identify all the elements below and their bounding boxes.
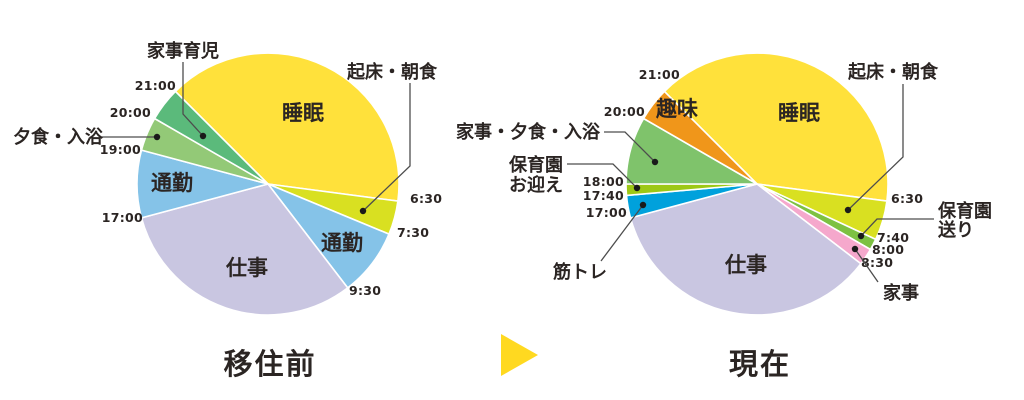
slice-label-work: 仕事 xyxy=(225,256,268,280)
time-tick-1700: 17:00 xyxy=(102,210,143,225)
leader-line-nursery-dropoff xyxy=(860,218,934,237)
leader-dot-nursery-dropoff xyxy=(857,232,865,240)
leader-dot-housework xyxy=(851,245,859,253)
callout-label-nursery-dropoff: 保育園送り xyxy=(937,200,992,241)
callout-label-housework-childcare: 家事育児 xyxy=(147,40,219,62)
time-tick-1800: 18:00 xyxy=(583,174,624,189)
transition-arrow-icon xyxy=(501,334,538,376)
time-tick-2100: 21:00 xyxy=(639,67,680,82)
pie-slice-hobby xyxy=(642,90,758,185)
time-tick-830: 8:30 xyxy=(861,255,893,270)
time-tick-630: 6:30 xyxy=(410,191,442,206)
time-tick-740: 7:40 xyxy=(877,230,909,245)
pie-slice-work xyxy=(629,183,862,316)
chart-title-now: 現在 xyxy=(728,347,791,381)
slice-label-commute-morning: 通勤 xyxy=(321,231,363,255)
leader-line-housework xyxy=(854,248,879,283)
time-tick-1700: 17:00 xyxy=(586,205,627,220)
leader-dot-chores-dinner-bath xyxy=(651,158,659,166)
callout-label-dinner-bath: 夕食・入浴 xyxy=(13,126,104,148)
time-tick-2000: 20:00 xyxy=(110,105,151,120)
callout-label-nursery-pickup: 保育園お迎え xyxy=(508,154,563,196)
slice-label-commute-evening: 通勤 xyxy=(151,171,193,195)
time-tick-630: 6:30 xyxy=(891,191,923,206)
leader-dot-muscle-training xyxy=(639,201,647,209)
time-tick-730: 7:30 xyxy=(397,225,429,240)
leader-line-nursery-pickup xyxy=(567,163,638,189)
chart-title-before: 移住前 xyxy=(223,347,317,381)
callout-label-chores-dinner-bath: 家事・夕食・入浴 xyxy=(456,121,601,143)
daily-schedule-now: 睡眠仕事趣味21:0020:0018:0017:4017:006:307:408… xyxy=(456,52,992,316)
leader-dot-wake-breakfast xyxy=(359,207,367,215)
slice-label-hobby: 趣味 xyxy=(655,97,698,121)
slice-label-work: 仕事 xyxy=(724,253,767,277)
time-tick-2100: 21:00 xyxy=(135,78,176,93)
leader-line-wake-breakfast xyxy=(847,84,904,211)
leader-line-chores-dinner-bath xyxy=(604,131,656,163)
pie-slice-sleep xyxy=(174,52,400,202)
leader-line-wake-breakfast xyxy=(362,83,411,212)
slice-label-sleep: 睡眠 xyxy=(778,101,820,125)
time-tick-1740: 17:40 xyxy=(583,188,624,203)
leader-dot-nursery-pickup xyxy=(633,184,641,192)
slice-label-sleep: 睡眠 xyxy=(282,101,324,125)
callout-label-muscle-training: 筋トレ xyxy=(553,261,607,283)
leader-line-muscle-training xyxy=(600,204,644,262)
time-tick-930: 9:30 xyxy=(349,283,381,298)
leader-dot-housework-childcare xyxy=(199,132,207,140)
leader-dot-dinner-bath xyxy=(153,133,161,141)
time-tick-1900: 19:00 xyxy=(100,142,141,157)
callout-label-wake-breakfast: 起床・朝食 xyxy=(346,61,438,83)
time-tick-2000: 20:00 xyxy=(604,104,645,119)
callout-label-wake-breakfast: 起床・朝食 xyxy=(847,61,939,83)
leader-dot-wake-breakfast xyxy=(844,206,852,214)
callout-label-housework: 家事 xyxy=(883,282,919,304)
leader-line-housework-childcare xyxy=(182,62,204,137)
pie-slice-sleep xyxy=(663,52,889,202)
pie-slice-work xyxy=(140,183,349,316)
time-tick-800: 8:00 xyxy=(872,242,904,257)
